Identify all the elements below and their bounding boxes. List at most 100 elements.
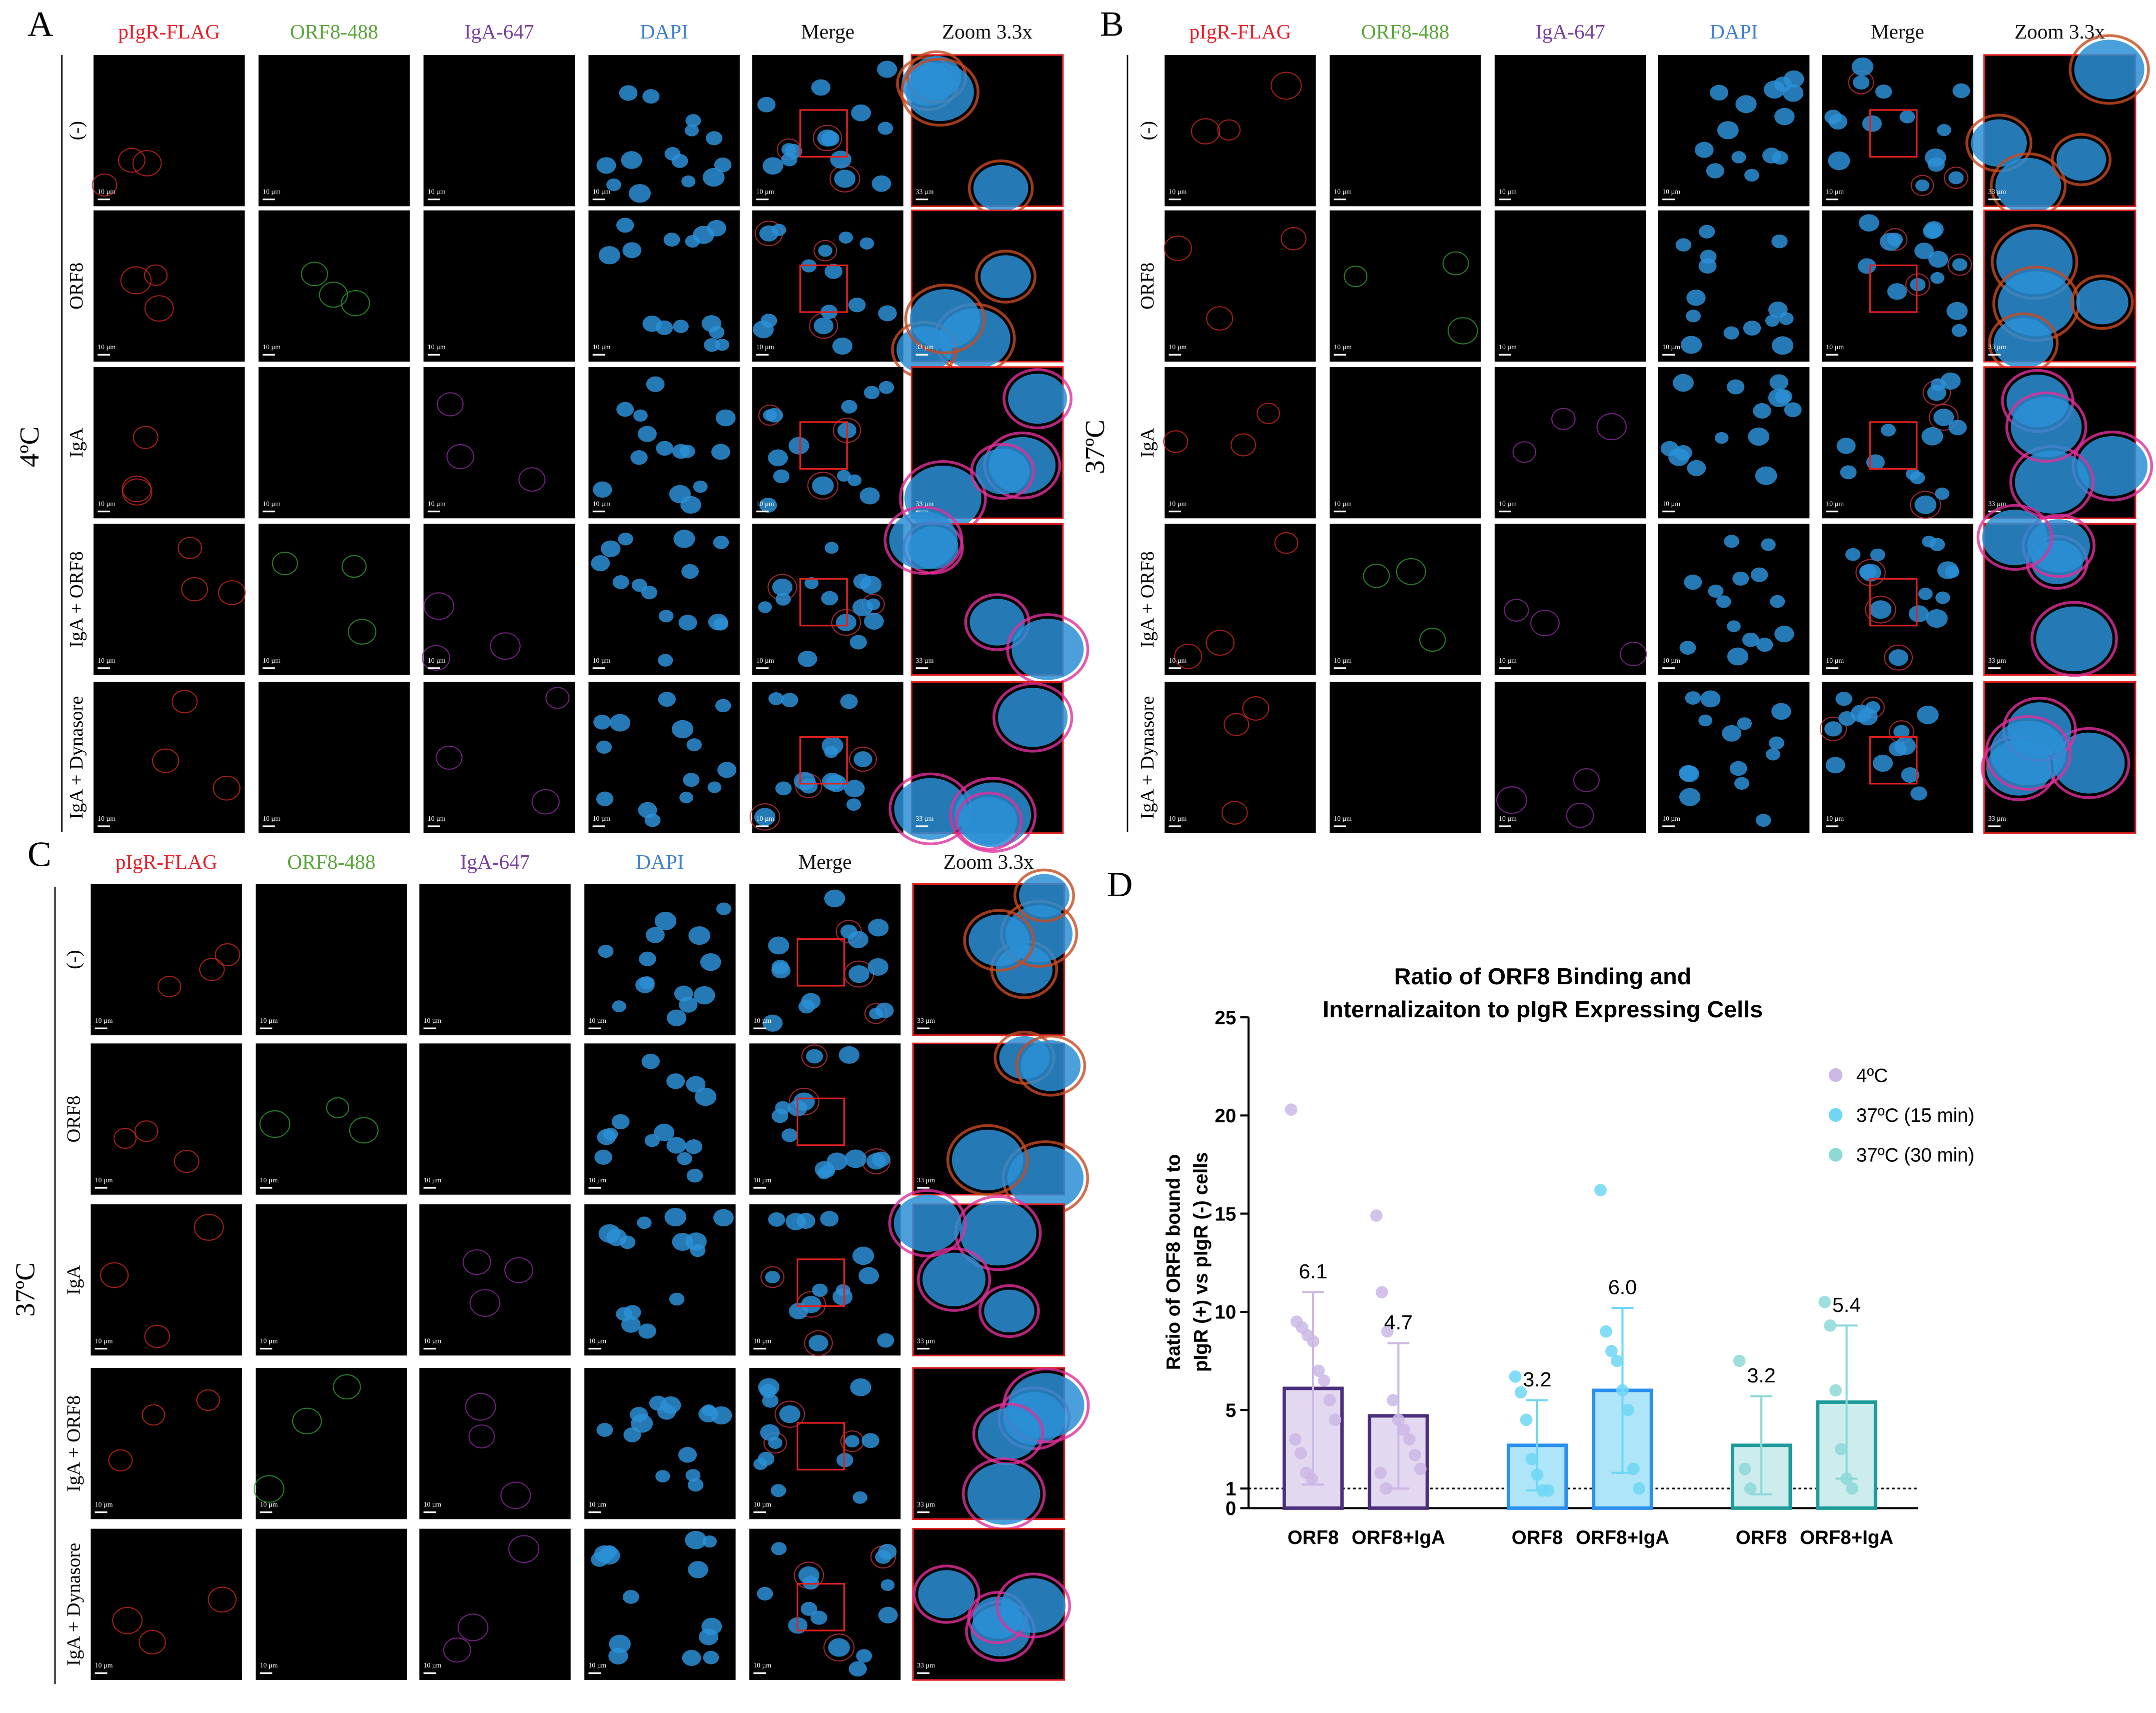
scale-bar-label: 10 µm (1169, 815, 1187, 822)
legend-marker (1828, 1108, 1843, 1122)
nucleus (1910, 278, 1926, 292)
membrane (218, 580, 246, 605)
membrane (1976, 504, 2053, 571)
nucleus (681, 564, 699, 579)
nucleus (758, 1451, 775, 1466)
image-background (419, 1528, 571, 1680)
nucleus (593, 481, 612, 498)
row-label: (-) (1137, 121, 1158, 140)
nucleus (656, 441, 673, 456)
nucleus (1698, 258, 1717, 274)
micrograph: 10 µm (256, 1528, 407, 1680)
nucleus (781, 1128, 798, 1142)
nucleus (622, 1589, 639, 1604)
micrograph: 10 µm (91, 1528, 242, 1680)
nucleus (768, 692, 784, 705)
scale-bar-label: 10 µm (98, 657, 116, 664)
nucleus (773, 469, 790, 484)
nucleus (758, 601, 772, 613)
micrograph: 33 µm (896, 50, 1064, 217)
micrograph: 10 µm (749, 1528, 901, 1680)
nucleus (591, 555, 610, 572)
micrograph: 10 µm (1330, 682, 1481, 833)
image-background (423, 367, 575, 519)
nucleus (1935, 487, 1950, 500)
nucleus (714, 157, 732, 173)
nucleus (1910, 786, 1927, 801)
nucleus (713, 536, 729, 549)
nucleus (1952, 83, 1970, 99)
nucleus (1872, 754, 1893, 772)
nucleus (1679, 788, 1701, 806)
nucleus (771, 1542, 787, 1555)
row-label: IgA (1137, 428, 1158, 458)
nucleus (716, 902, 731, 915)
membrane (1943, 167, 1968, 189)
image-background (419, 1368, 571, 1519)
nucleus (960, 797, 1017, 845)
micrograph: 10 µm (1494, 524, 1647, 675)
nucleus (1917, 705, 1939, 724)
data-point (1323, 1394, 1336, 1406)
column-header: ORF8-488 (287, 850, 375, 873)
membrane (1396, 558, 1426, 585)
nucleus (852, 1246, 874, 1265)
micrograph: 10 µm (1822, 210, 1973, 362)
nucleus (679, 791, 693, 804)
data-point (1525, 1452, 1538, 1465)
row-label: IgA + Dynasore (1137, 696, 1158, 819)
nucleus (694, 1087, 717, 1106)
temperature-label: 4ºC (14, 427, 45, 467)
nucleus (685, 1139, 703, 1154)
nucleus (1921, 427, 1943, 446)
membrane (333, 1374, 361, 1400)
membrane (508, 1535, 540, 1563)
nucleus (693, 480, 708, 493)
nucleus (760, 1424, 780, 1441)
nucleus (1020, 1040, 1081, 1091)
nucleus (1859, 564, 1877, 579)
micrograph: 10 µm (749, 1043, 901, 1195)
nucleus (1824, 721, 1842, 737)
data-point (1846, 1482, 1858, 1495)
column-header: IgA-647 (1535, 20, 1605, 43)
nucleus (1990, 721, 2066, 785)
micrograph: 10 µm (1822, 367, 1973, 519)
nucleus (837, 470, 851, 482)
scale-bar-label: 10 µm (95, 1337, 113, 1345)
membrane (1271, 72, 1302, 100)
micrograph: 10 µm (588, 55, 740, 207)
membrane (2030, 601, 2118, 677)
zoom-box (1869, 421, 1918, 470)
nucleus (1914, 243, 1934, 260)
image-background (91, 1204, 242, 1356)
data-point (1381, 1325, 1394, 1338)
nucleus (711, 444, 730, 460)
membrane (1504, 599, 1529, 622)
micrograph: 10 µm (92, 55, 245, 207)
membrane (120, 266, 152, 295)
nucleus (877, 61, 897, 78)
scale-bar-label: 10 µm (424, 1176, 442, 1184)
micrograph: 10 µm (93, 524, 246, 675)
column-header: IgA-647 (460, 850, 530, 873)
column-header: Merge (798, 850, 852, 873)
membrane (213, 775, 241, 801)
nucleus (848, 297, 866, 313)
nucleus (824, 264, 843, 279)
nucleus (840, 694, 858, 709)
nucleus (1716, 595, 1731, 608)
membrane (1224, 713, 1250, 736)
data-point (1835, 1443, 1847, 1456)
nucleus (685, 235, 700, 248)
nucleus (684, 124, 699, 137)
membrane (749, 803, 780, 831)
membrane (849, 746, 877, 772)
micrograph: 33 µm (912, 1030, 1090, 1216)
nucleus (918, 1570, 975, 1618)
micrograph: 10 µm (1330, 367, 1481, 519)
nucleus (812, 1283, 828, 1297)
scale-bar-label: 10 µm (588, 1661, 606, 1669)
micrograph: 10 µm (1165, 682, 1316, 833)
